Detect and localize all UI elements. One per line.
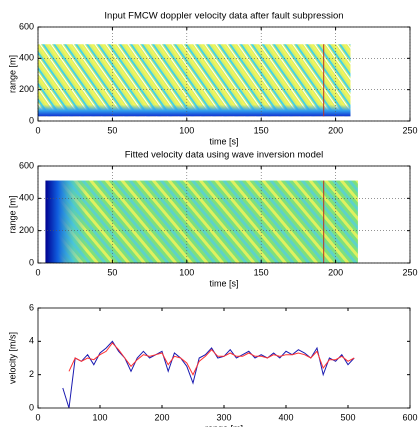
x-tick-label: 500 bbox=[340, 412, 355, 422]
x-tick-label: 250 bbox=[402, 125, 417, 135]
y-tick-label: 0 bbox=[29, 402, 34, 412]
y-tick-label: 6 bbox=[29, 302, 34, 312]
image-shading bbox=[38, 44, 351, 117]
y-tick-label: 200 bbox=[19, 84, 34, 94]
image-shading bbox=[45, 180, 358, 263]
axes-box bbox=[37, 165, 411, 264]
x-tick-label: 50 bbox=[107, 267, 117, 277]
y-tick-label: 400 bbox=[19, 193, 34, 203]
axes-box bbox=[37, 26, 411, 122]
x-tick-label: 0 bbox=[35, 267, 40, 277]
axes-box bbox=[37, 307, 411, 409]
x-tick-label: 200 bbox=[328, 125, 343, 135]
y-tick-label: 2 bbox=[29, 369, 34, 379]
series-line bbox=[62, 340, 355, 409]
y-axis-label: range [m] bbox=[7, 195, 17, 233]
y-tick-label: 600 bbox=[19, 21, 34, 31]
y-axis-label: velocity [m/s] bbox=[7, 332, 17, 384]
y-tick-label: 0 bbox=[29, 115, 34, 125]
y-tick-label: 400 bbox=[19, 53, 34, 63]
x-axis-label: time [s] bbox=[209, 136, 238, 146]
x-tick-label: 600 bbox=[402, 412, 417, 422]
chart-title: Input FMCW doppler velocity data after f… bbox=[104, 11, 343, 22]
y-axis-label: range [m] bbox=[7, 55, 17, 93]
x-tick-label: 0 bbox=[35, 412, 40, 422]
x-axis-label: time [s] bbox=[209, 278, 238, 288]
x-tick-label: 200 bbox=[154, 412, 169, 422]
x-tick-label: 250 bbox=[402, 267, 417, 277]
y-tick-label: 600 bbox=[19, 160, 34, 170]
x-tick-label: 100 bbox=[179, 267, 194, 277]
x-tick-label: 100 bbox=[179, 125, 194, 135]
x-tick-label: 150 bbox=[254, 267, 269, 277]
x-tick-label: 200 bbox=[328, 267, 343, 277]
x-tick-label: 50 bbox=[107, 125, 117, 135]
y-tick-label: 0 bbox=[29, 257, 34, 267]
x-tick-label: 300 bbox=[216, 412, 231, 422]
y-tick-label: 200 bbox=[19, 225, 34, 235]
series-line bbox=[68, 342, 355, 376]
x-axis-label: range [m] bbox=[205, 423, 243, 427]
y-tick-label: 4 bbox=[29, 336, 34, 346]
x-tick-label: 150 bbox=[254, 125, 269, 135]
x-tick-label: 400 bbox=[278, 412, 293, 422]
x-tick-label: 0 bbox=[35, 125, 40, 135]
x-tick-label: 100 bbox=[92, 412, 107, 422]
chart-title: Fitted velocity data using wave inversio… bbox=[125, 150, 324, 161]
